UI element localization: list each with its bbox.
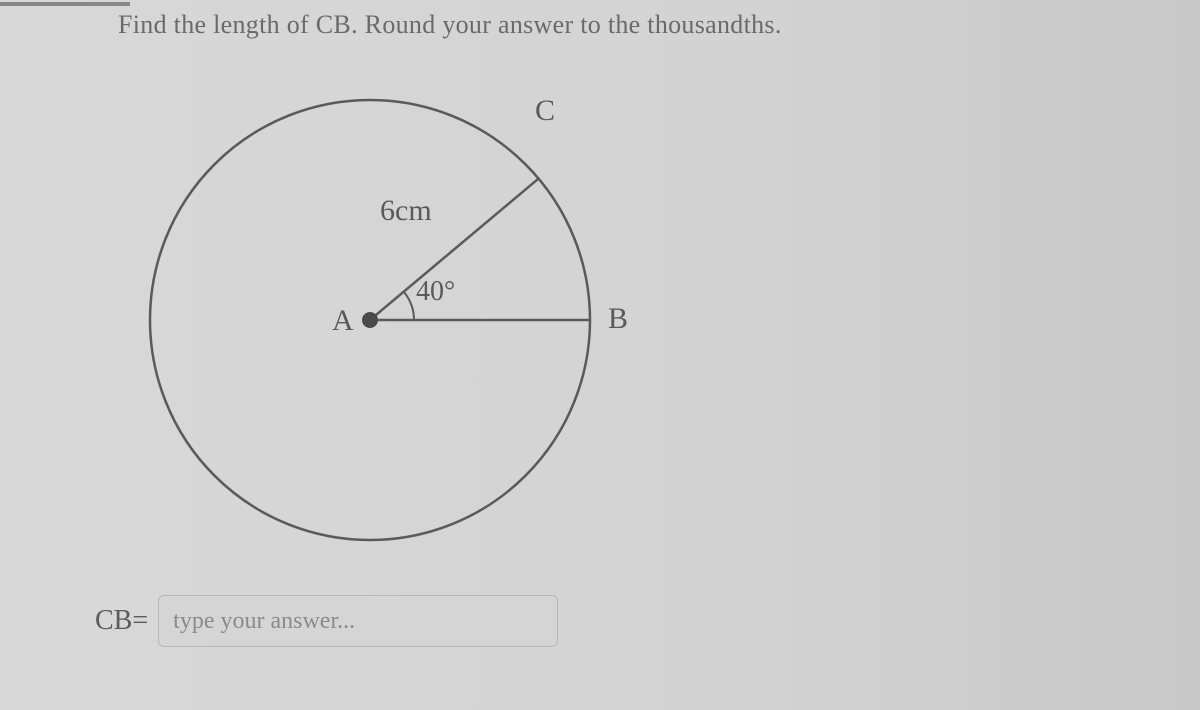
angle-arc	[404, 292, 414, 320]
diagram-svg: 6cm 40° A B C	[110, 60, 670, 560]
point-c-label: C	[535, 94, 555, 127]
circle-diagram: 6cm 40° A B C	[110, 60, 670, 560]
cb-label: CB=	[95, 605, 148, 637]
point-b-label: B	[608, 302, 628, 335]
center-a-label: A	[332, 304, 354, 337]
top-rule	[0, 2, 130, 6]
center-dot	[362, 312, 378, 328]
question-text: Find the length of CB. Round your answer…	[118, 10, 782, 40]
page: Find the length of CB. Round your answer…	[0, 0, 1200, 710]
radius-label: 6cm	[380, 194, 432, 227]
answer-row: CB=	[95, 595, 558, 647]
answer-input[interactable]	[158, 595, 558, 647]
angle-label: 40°	[416, 276, 455, 307]
